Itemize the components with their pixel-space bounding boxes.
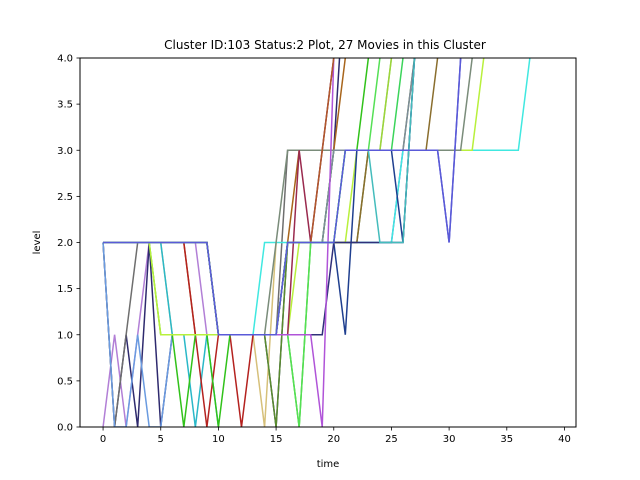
chart-title: Cluster ID:103 Status:2 Plot, 27 Movies … — [164, 38, 486, 52]
y-axis-label: level — [32, 231, 43, 255]
x-tick-label: 0 — [100, 434, 106, 445]
y-axis: 0.0 0.5 1.0 1.5 2.0 2.5 3.0 3.5 4.0 — [57, 54, 80, 434]
y-tick-label: 0.0 — [57, 423, 73, 434]
y-tick-label: 3.5 — [57, 100, 73, 111]
x-tick-label: 25 — [385, 434, 398, 445]
x-tick-label: 5 — [158, 434, 164, 445]
series-line-27 — [103, 58, 462, 336]
y-tick-label: 1.0 — [57, 330, 73, 341]
y-tick-label: 1.5 — [57, 284, 73, 295]
y-tick-label: 2.0 — [57, 238, 73, 249]
x-tick-label: 30 — [443, 434, 456, 445]
x-axis: 0 5 10 15 20 25 30 35 40 — [100, 427, 571, 445]
y-tick-label: 2.5 — [57, 192, 73, 203]
series-layer — [102, 58, 531, 427]
x-tick-label: 15 — [270, 434, 283, 445]
x-axis-label: time — [317, 459, 340, 470]
series-line-4 — [102, 242, 174, 427]
y-tick-label: 3.0 — [57, 146, 73, 157]
x-tick-label: 20 — [327, 434, 340, 445]
y-tick-label: 4.0 — [57, 54, 73, 65]
x-tick-label: 10 — [212, 434, 225, 445]
y-tick-label: 0.5 — [57, 376, 73, 387]
x-tick-label: 40 — [558, 434, 571, 445]
x-tick-label: 35 — [500, 434, 513, 445]
